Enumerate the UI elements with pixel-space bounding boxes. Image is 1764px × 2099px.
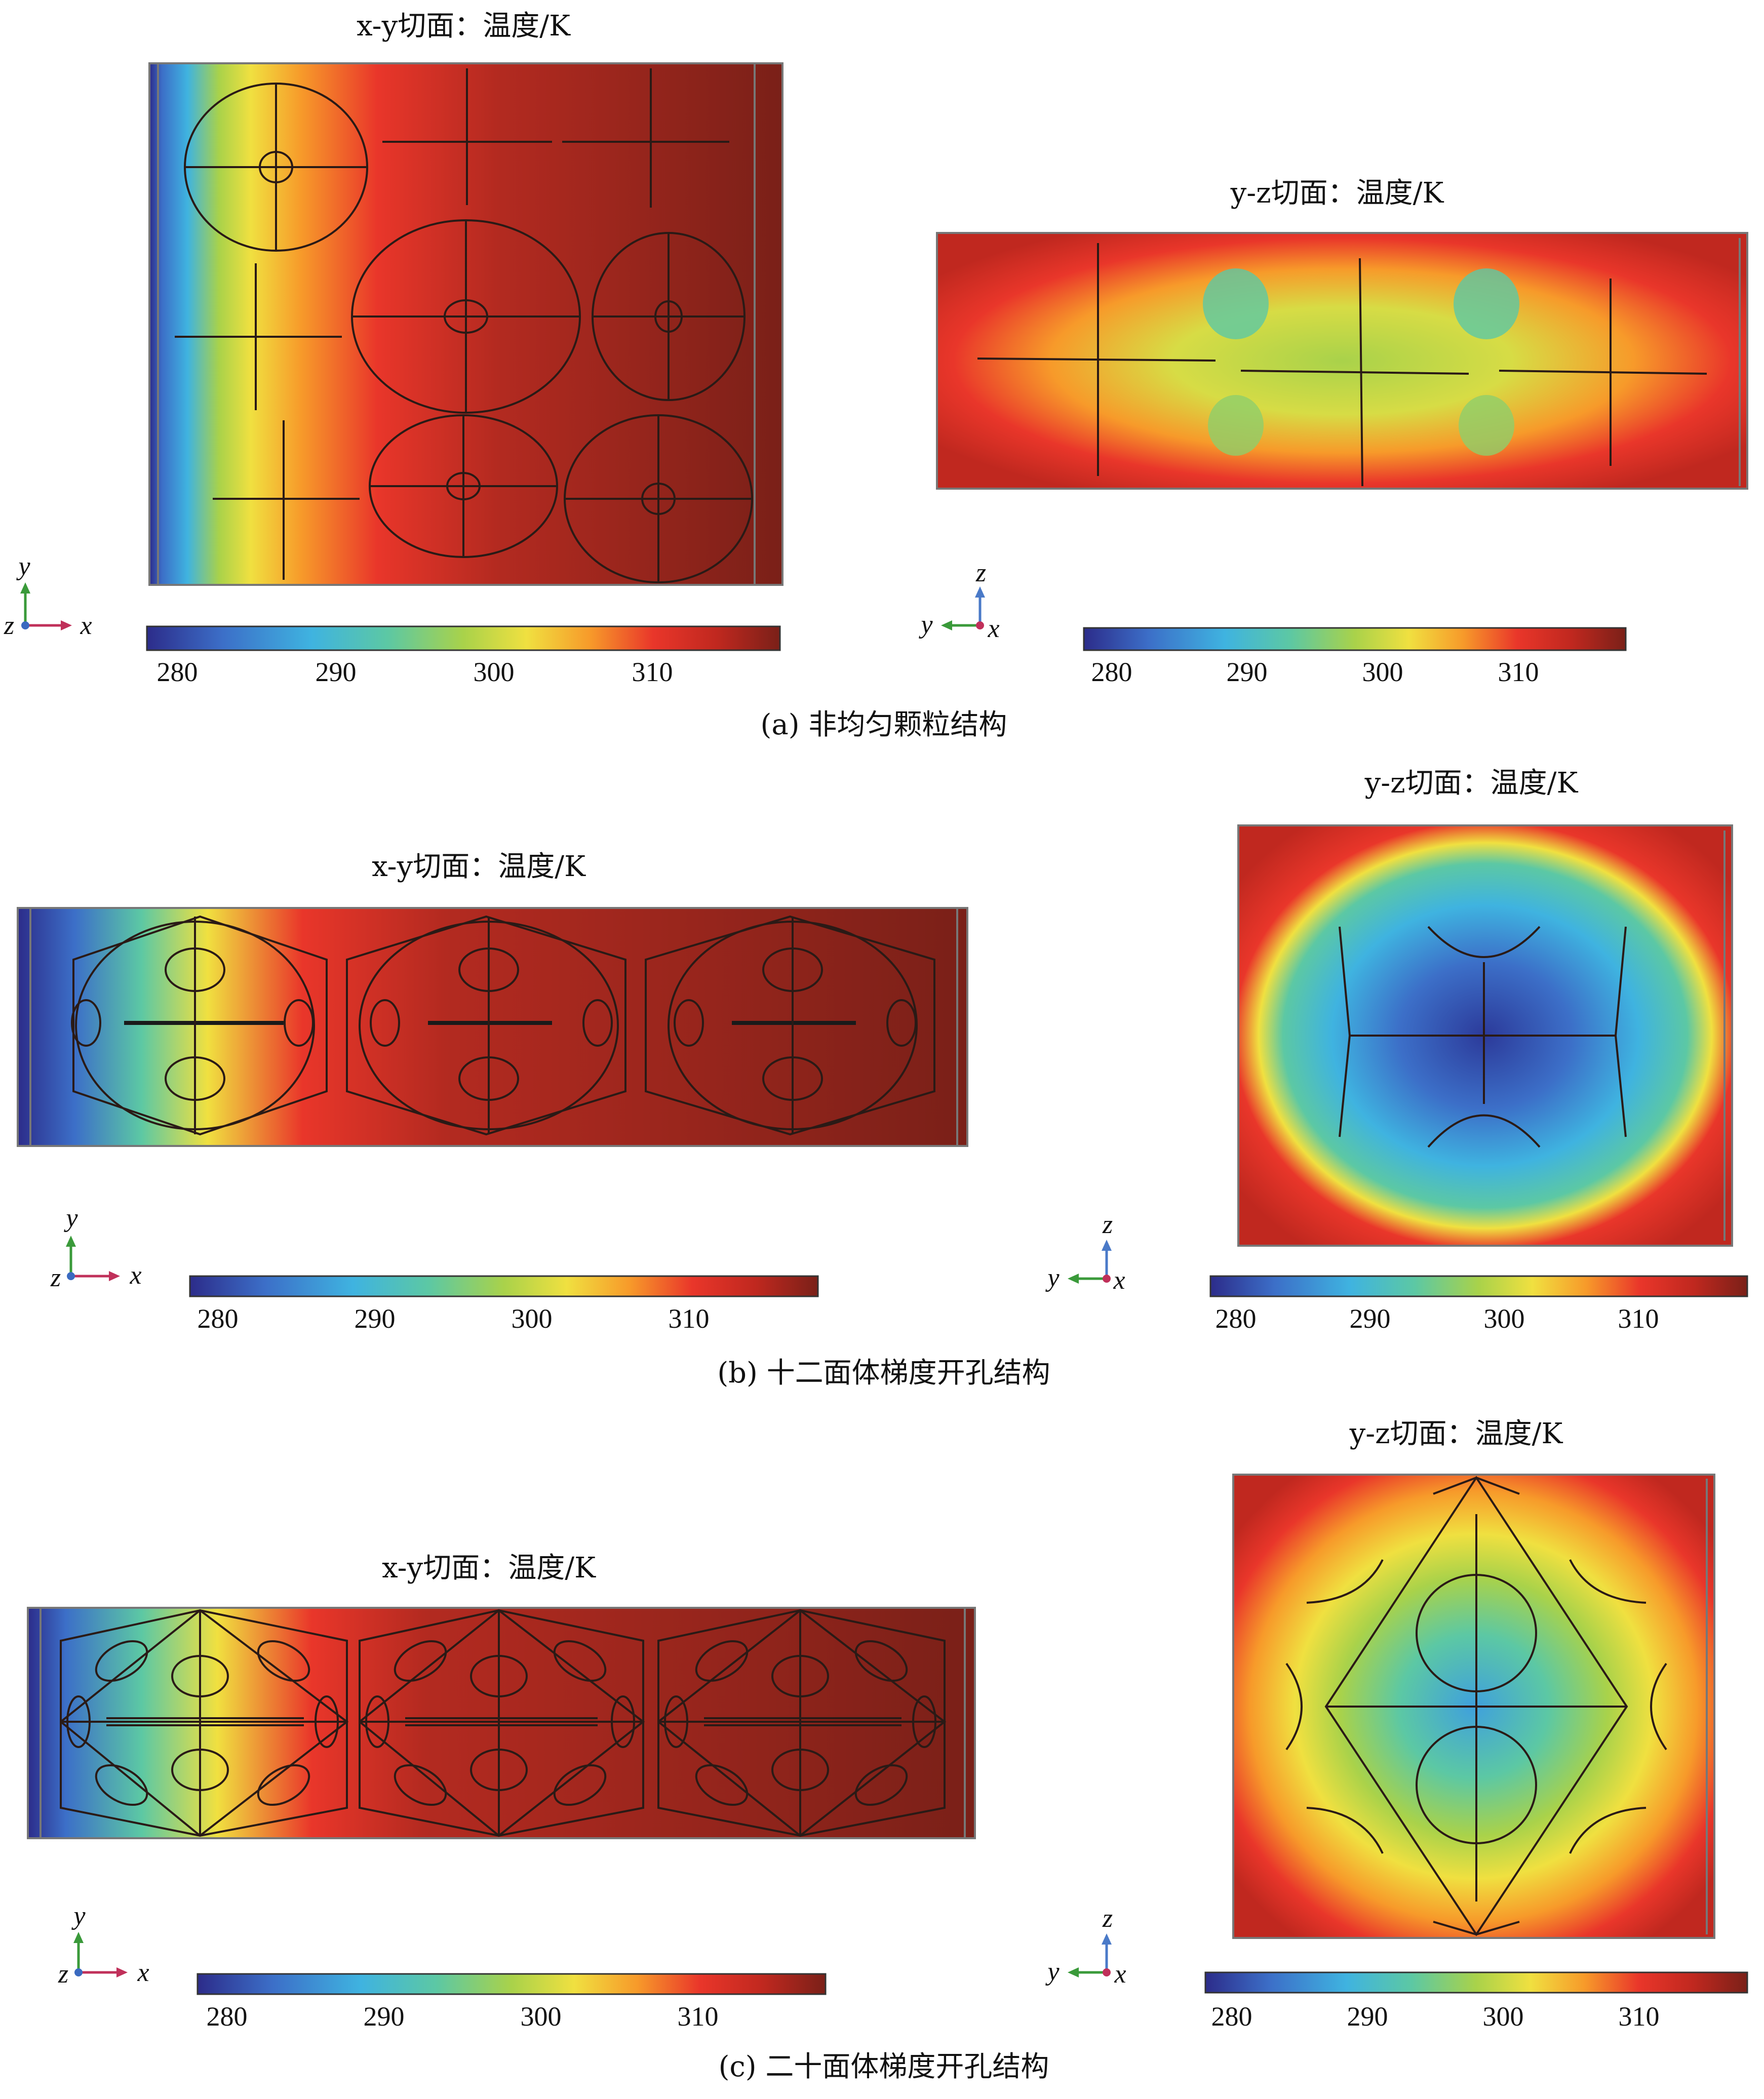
colorbar-tick: 290 [1350, 1303, 1391, 1334]
panel-c-caption: (c) 二十面体梯度开孔结构 [719, 2050, 1049, 2083]
panel-b-xy-title: x-y切面：温度/K [372, 850, 586, 883]
axis-label-x: x [80, 611, 92, 640]
panel-a-xy-colorbar: 280 290 300 310 [146, 625, 781, 687]
colorbar-tick: 300 [1362, 657, 1403, 687]
colorbar-tick: 280 [198, 1303, 239, 1334]
panel-a-caption: (a) 非均匀颗粒结构 [761, 708, 1007, 741]
colorbar-tick: 300 [1483, 2001, 1524, 2032]
colorbar-tick: 280 [157, 657, 198, 687]
panel-a-yz-axes: z y x [918, 559, 999, 643]
panel-c-yz-colorbar: 280 290 300 310 [1204, 1971, 1748, 2032]
panel-a-yz-slice [936, 232, 1748, 490]
panel-b-yz-axes: z y x [1045, 1210, 1125, 1295]
axis-label-y: y [1045, 1263, 1060, 1292]
panel-c-yz-axes: z y x [1045, 1904, 1126, 1989]
axis-label-z: z [1102, 1904, 1113, 1933]
panel-b-xy-axes: y z x [50, 1204, 142, 1292]
axis-label-y: y [918, 610, 933, 639]
colorbar-tick: 310 [1618, 1303, 1659, 1334]
axis-label-y: y [16, 552, 30, 581]
colorbar-tick: 300 [474, 657, 515, 687]
panel-b-caption: (b) 十二面体梯度开孔结构 [717, 1357, 1050, 1390]
panel-b-yz-slice [1237, 824, 1733, 1247]
panel-c-yz-slice [1232, 1474, 1715, 1939]
colorbar-tick: 290 [1347, 2001, 1388, 2032]
panel-a-yz-colorbar: 280 290 300 310 [1083, 627, 1627, 687]
colorbar-tick: 310 [678, 2001, 719, 2032]
colorbar-tick: 310 [632, 657, 673, 687]
axis-label-x: x [137, 1958, 149, 1987]
axis-label-x: x [1114, 1960, 1126, 1989]
panel-c-xy-title: x-y切面：温度/K [382, 1552, 596, 1585]
colorbar-tick: 280 [1216, 1303, 1257, 1334]
colorbar-tick: 300 [512, 1303, 553, 1334]
axis-label-x: x [1113, 1266, 1125, 1295]
colorbar-tick: 290 [316, 657, 357, 687]
panel-c-xy-colorbar: 280 290 300 310 [197, 1973, 827, 2032]
axis-label-z: z [1102, 1210, 1113, 1239]
panel-b-xy-colorbar: 280 290 300 310 [189, 1275, 819, 1334]
colorbar-tick: 280 [207, 2001, 248, 2032]
axis-label-y: y [63, 1204, 78, 1233]
panel-a-yz-title: y-z切面：温度/K [1230, 177, 1444, 210]
colorbar-tick: 290 [1227, 657, 1268, 687]
panel-c-yz-title: y-z切面：温度/K [1349, 1417, 1563, 1450]
colorbar-tick: 310 [1619, 2001, 1660, 2032]
panel-b-yz-title: y-z切面：温度/K [1364, 767, 1579, 800]
panel-c-xy-axes: y z x [58, 1902, 149, 1989]
colorbar-tick: 280 [1091, 657, 1132, 687]
axis-label-y: y [71, 1902, 86, 1930]
axis-label-x: x [987, 614, 999, 643]
axis-label-y: y [1045, 1957, 1060, 1986]
panel-a: x-y切面：温度/K [4, 10, 1748, 741]
panel-a-xy-axes: y z x [4, 552, 92, 640]
colorbar-tick: 290 [364, 2001, 405, 2032]
panel-a-xy-title: x-y切面：温度/K [357, 10, 571, 43]
axis-label-z: z [975, 559, 986, 587]
colorbar-tick: 290 [355, 1303, 396, 1334]
panel-c: x-y切面：温度/K [27, 1417, 1748, 2083]
panel-b-yz-colorbar: 280 290 300 310 [1209, 1275, 1748, 1334]
axis-label-z: z [58, 1960, 68, 1989]
axis-label-z: z [50, 1263, 61, 1292]
colorbar-tick: 300 [521, 2001, 562, 2032]
axis-label-x: x [129, 1261, 141, 1290]
colorbar-tick: 280 [1211, 2001, 1252, 2032]
colorbar-tick: 310 [1498, 657, 1539, 687]
colorbar-tick: 310 [669, 1303, 710, 1334]
axis-label-z: z [4, 611, 14, 640]
panel-b: x-y切面：温度/K [17, 767, 1748, 1390]
panel-a-xy-slice [148, 62, 783, 586]
colorbar-tick: 300 [1484, 1303, 1525, 1334]
panel-b-xy-slice [17, 907, 968, 1147]
panel-c-xy-slice [27, 1607, 976, 1839]
